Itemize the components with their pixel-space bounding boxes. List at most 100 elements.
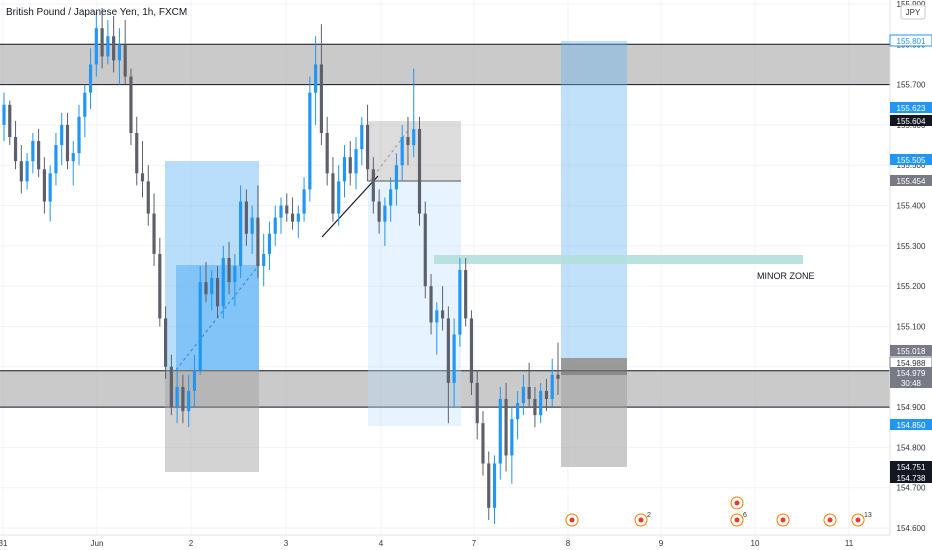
time-tick-label: 4 <box>379 539 384 548</box>
candle-body <box>273 217 277 234</box>
candle-body <box>498 399 502 464</box>
price-label-bg <box>890 154 932 165</box>
candle-body <box>117 44 122 61</box>
candle-body <box>88 64 93 93</box>
candle-body <box>54 145 58 174</box>
candle-body <box>389 189 393 206</box>
candle-body <box>464 270 468 319</box>
candle-body <box>227 257 231 283</box>
candle-body <box>256 217 260 266</box>
candle-body <box>60 124 64 146</box>
price-tick-label: 155.700 <box>897 81 926 90</box>
candle-body <box>475 382 479 424</box>
candle-body <box>452 334 456 383</box>
price-label: 155.505 <box>897 156 926 165</box>
price-axis[interactable]: 154.600154.700154.800154.900155.000155.1… <box>889 0 932 535</box>
candle-body <box>348 157 352 174</box>
price-label-bg <box>890 461 932 472</box>
candle-body <box>325 132 329 174</box>
candle-body <box>406 137 410 146</box>
candle-body <box>204 282 208 295</box>
candle-body <box>239 201 243 266</box>
price-label: 155.604 <box>897 117 926 126</box>
time-axis[interactable]: 31 Jun 2 3 4 7 8 9 10 11 <box>0 534 932 550</box>
time-tick-label: 8 <box>566 539 571 548</box>
candle-body <box>250 217 254 234</box>
candle-body <box>42 169 46 202</box>
candle-body <box>371 169 375 202</box>
candle-body <box>417 128 422 214</box>
price-tick-label: 154.900 <box>897 403 926 412</box>
candle-body <box>400 137 404 166</box>
candle-body <box>527 386 531 400</box>
position-3-entry-band <box>561 358 627 375</box>
candle-body <box>123 44 127 77</box>
time-tick-label: Jun <box>91 539 104 548</box>
candle-body <box>504 399 508 456</box>
candle-body <box>112 36 116 61</box>
price-tick-label: 155.500 <box>897 161 926 170</box>
candle-body <box>550 374 554 400</box>
minor-zone-label: MINOR ZONE <box>757 271 815 281</box>
candle-body <box>342 157 347 182</box>
candle-body <box>140 173 145 182</box>
price-label-bg <box>890 102 932 113</box>
zones-layer <box>0 43 890 408</box>
time-tick-label: 3 <box>284 539 289 548</box>
candle-body <box>100 28 104 57</box>
candle-body <box>83 92 87 117</box>
time-tick-label: 11 <box>845 539 854 548</box>
candle-body <box>302 189 306 214</box>
candle-body <box>435 310 439 323</box>
candle-body <box>331 173 335 214</box>
position-2-path <box>369 127 411 182</box>
candle-body <box>94 28 98 65</box>
event-marker-dot <box>638 517 644 523</box>
position-3-stop <box>561 358 627 467</box>
candle-body <box>65 124 70 162</box>
candle-body <box>31 141 35 162</box>
candle-body <box>458 270 462 335</box>
price-label-bg <box>890 345 932 356</box>
candle-body <box>8 104 12 138</box>
event-marker-count: 13 <box>864 512 872 519</box>
minor-zone-band <box>434 255 803 264</box>
candle-body <box>37 141 41 170</box>
event-marker-dot <box>569 517 575 523</box>
price-tick-label: 154.700 <box>897 484 926 493</box>
candle-body <box>429 286 433 323</box>
candle-body <box>492 463 497 508</box>
lower-support-zone <box>0 370 890 408</box>
currency-badge[interactable]: JPY <box>900 4 926 20</box>
price-label: 154.738 <box>897 474 926 483</box>
candle-body <box>262 253 266 266</box>
candle-body <box>233 266 237 283</box>
price-tick-label: 154.800 <box>897 443 926 452</box>
candle-body <box>146 181 150 214</box>
candle-body <box>175 386 179 408</box>
price-label: 155.018 <box>897 347 926 356</box>
event-marker-dot <box>734 500 740 506</box>
price-label-bg <box>890 419 932 430</box>
price-label: 154.979 <box>897 369 926 378</box>
candle-body <box>354 149 358 174</box>
candle-body <box>215 278 220 307</box>
time-tick-label: 10 <box>751 539 760 548</box>
candle-body <box>516 403 520 420</box>
price-tick-label: 155.100 <box>897 322 926 331</box>
price-label: 30:48 <box>901 379 922 388</box>
position-3-target <box>561 41 627 358</box>
candle-body <box>319 64 323 133</box>
candle-body <box>152 213 156 254</box>
currency-label: JPY <box>906 8 921 17</box>
trend-line <box>321 175 379 238</box>
candle-body <box>192 370 197 391</box>
candle-body <box>187 390 191 412</box>
candle-body <box>423 213 427 287</box>
candle-body <box>469 318 474 383</box>
candle-body <box>377 201 381 222</box>
position-2-target <box>368 181 461 426</box>
candle-body <box>383 205 387 222</box>
